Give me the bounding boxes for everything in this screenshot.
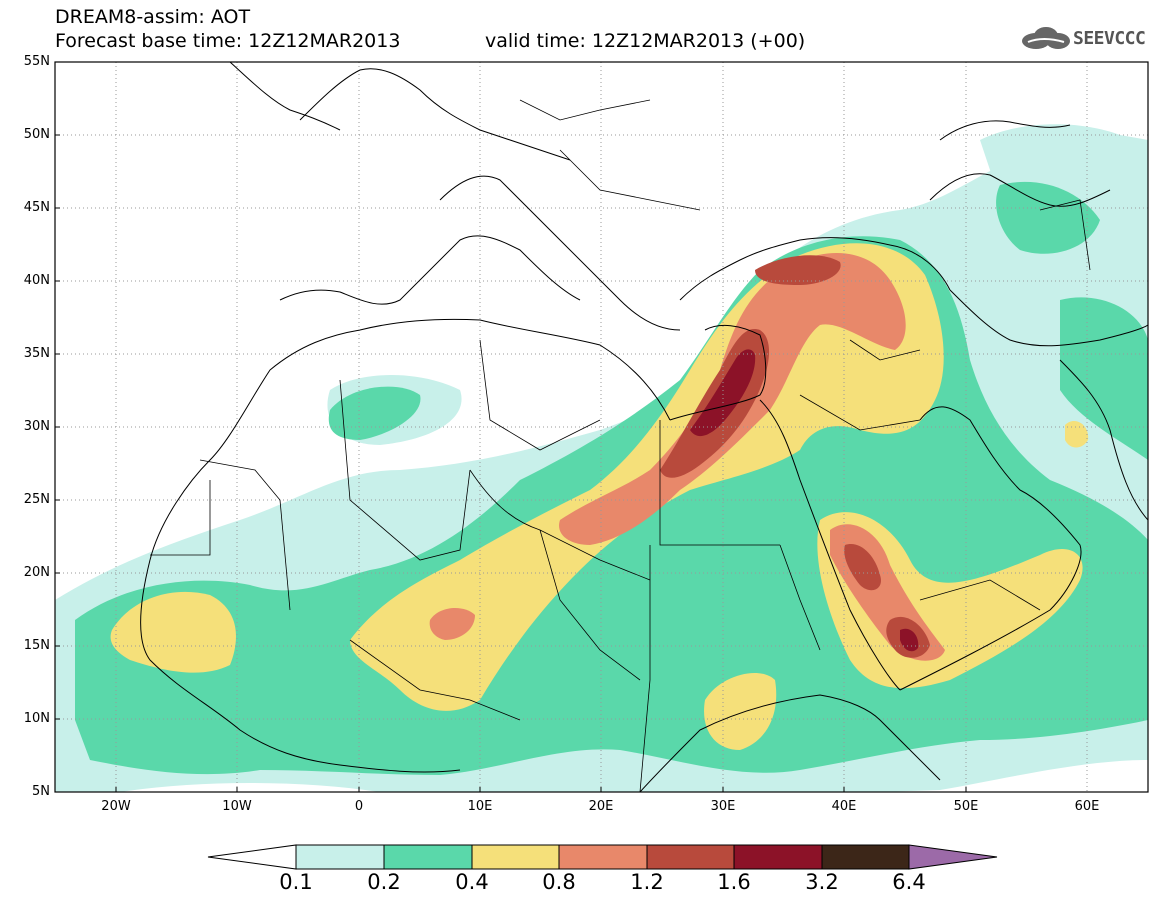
colorbar-label: 6.4: [892, 870, 926, 894]
colorbar-label: 1.2: [630, 870, 664, 894]
lat-label-40n: 40N: [23, 273, 50, 288]
valid-time: valid time: 12Z12MAR2013 (+00): [485, 30, 806, 52]
lat-label-10n: 10N: [23, 711, 50, 726]
lon-label-30e: 30E: [710, 799, 736, 814]
colorbar-label: 0.4: [455, 870, 489, 894]
lon-label-60e: 60E: [1074, 799, 1100, 814]
forecast-base-time: Forecast base time: 12Z12MAR2013: [55, 30, 401, 52]
coastlines: [140, 62, 1148, 792]
colorbar-label: 0.1: [279, 870, 313, 894]
lat-label-15n: 15N: [23, 638, 50, 653]
lon-label-40e: 40E: [831, 799, 857, 814]
lon-label-0: 0: [354, 799, 364, 814]
country-borders: [150, 99, 1091, 792]
colorbar-label: 0.8: [542, 870, 576, 894]
lon-label-20e: 20E: [588, 799, 614, 814]
lon-label-50e: 50E: [953, 799, 979, 814]
lon-label-20w: 20W: [101, 799, 131, 814]
colorbar-label: 1.6: [717, 870, 751, 894]
lat-label-5n: 5N: [32, 784, 50, 799]
lat-label-55n: 55N: [23, 54, 50, 69]
lat-label-20n: 20N: [23, 565, 50, 580]
logo-text: SEEVCCC: [1073, 28, 1146, 49]
colorbar-label: 0.2: [367, 870, 401, 894]
lon-label-10w: 10W: [222, 799, 252, 814]
lat-label-45n: 45N: [23, 200, 50, 215]
lat-label-50n: 50N: [23, 127, 50, 142]
cloud-icon: [1022, 27, 1070, 49]
lat-label-30n: 30N: [23, 419, 50, 434]
colorbar-label: 3.2: [805, 870, 839, 894]
graticule: [55, 62, 1148, 792]
lat-label-35n: 35N: [23, 346, 50, 361]
axis-ticks: [55, 61, 967, 793]
lat-label-25n: 25N: [23, 492, 50, 507]
lon-label-10e: 10E: [467, 799, 493, 814]
chart-title: DREAM8-assim: AOT: [55, 6, 251, 28]
seevccc-logo: [1022, 27, 1070, 49]
aot-contour-1.6: [690, 349, 919, 652]
